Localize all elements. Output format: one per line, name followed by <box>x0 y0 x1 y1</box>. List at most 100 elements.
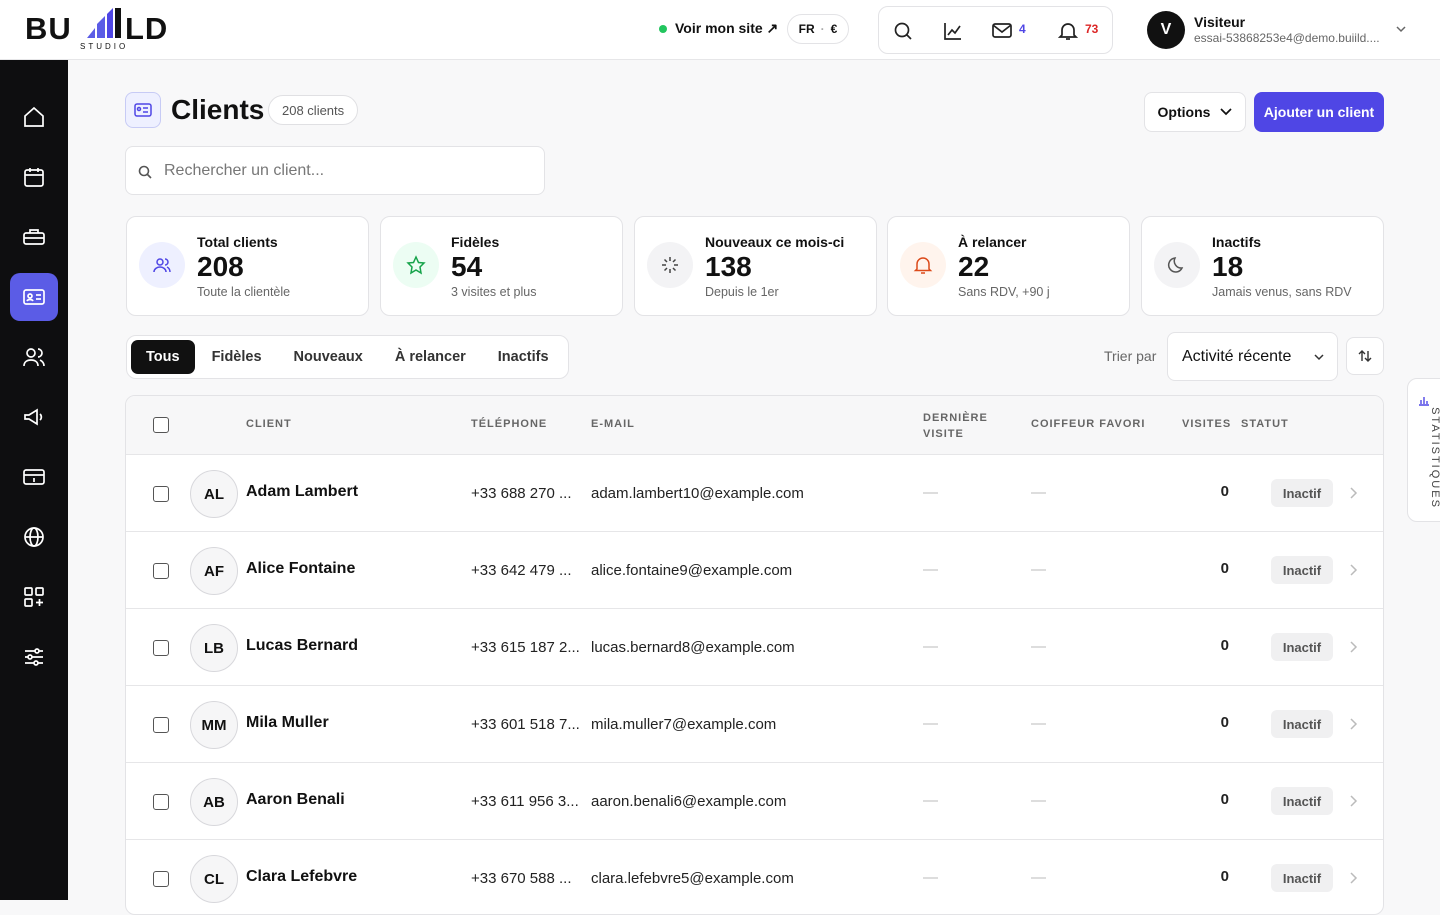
nav-team[interactable] <box>10 333 58 381</box>
favorite-stylist: — <box>1031 869 1046 886</box>
stat-label: Nouveaux ce mois-ci <box>705 234 845 250</box>
favorite-stylist: — <box>1031 792 1046 809</box>
lang: FR <box>798 22 815 36</box>
logo-bars <box>87 8 121 38</box>
sort-value: Activité récente <box>1182 348 1292 365</box>
email: aaron.benali6@example.com <box>591 793 787 810</box>
row-checkbox[interactable] <box>153 717 169 733</box>
column-header: E-MAIL <box>591 418 635 430</box>
row-checkbox[interactable] <box>153 871 169 887</box>
lang-switch[interactable]: FR · € <box>787 14 849 44</box>
favorite-stylist: — <box>1031 484 1046 501</box>
column-header: CLIENT <box>246 418 292 430</box>
row-chevron[interactable] <box>1350 640 1358 658</box>
nav-settings[interactable] <box>10 633 58 681</box>
user-menu-caret[interactable] <box>1395 25 1407 35</box>
site-link-text: Voir mon site ↗ <box>675 20 779 36</box>
sort-direction[interactable] <box>1346 337 1384 375</box>
nav-website[interactable] <box>10 513 58 561</box>
stat-label: À relancer <box>958 234 1027 250</box>
tool-group: 4 73 <box>878 6 1113 54</box>
row-checkbox[interactable] <box>153 794 169 810</box>
messages-count: 4 <box>1019 22 1026 36</box>
status-dot <box>659 24 667 33</box>
bell-icon[interactable] <box>1058 21 1078 41</box>
client-row[interactable]: MM Mila Muller +33 601 518 7... mila.muller… <box>126 685 1383 762</box>
email: clara.lefebvre5@example.com <box>591 870 794 887</box>
filter-tab[interactable]: Fidèles <box>211 349 262 365</box>
row-checkbox[interactable] <box>153 640 169 656</box>
search-box[interactable]: Rechercher un client... <box>125 146 545 195</box>
stat-value: 18 <box>1212 251 1244 282</box>
count-badge: 208 clients <box>268 95 359 125</box>
row-chevron[interactable] <box>1350 871 1358 889</box>
nav-apps[interactable] <box>10 573 58 621</box>
phone: +33 615 187 2... <box>471 639 580 656</box>
last-visit: — <box>923 792 938 809</box>
status-badge: Inactif <box>1271 710 1333 738</box>
status-badge: Inactif <box>1271 479 1333 507</box>
avatar: CL <box>190 855 238 903</box>
user-name: Visiteur <box>1194 14 1246 30</box>
filter-tab[interactable]: À relancer <box>394 349 466 365</box>
column-header: STATUT <box>1241 418 1289 430</box>
client-row[interactable]: AB Aaron Benali +33 611 956 3... aaron.bena… <box>126 762 1383 839</box>
visits: 0 <box>1220 714 1229 731</box>
row-chevron[interactable] <box>1350 794 1358 812</box>
client-row[interactable]: LB Lucas Bernard +33 615 187 2... lucas.ber… <box>126 608 1383 685</box>
stat-icon <box>393 242 439 288</box>
stats-side-tab[interactable]: STATISTIQUES <box>1407 378 1440 522</box>
status-badge: Inactif <box>1271 556 1333 584</box>
nav-services[interactable] <box>10 213 58 261</box>
stats-icon[interactable] <box>943 21 963 41</box>
row-checkbox[interactable] <box>153 563 169 579</box>
filter-tab[interactable]: Nouveaux <box>293 349 363 365</box>
client-row[interactable]: CL Clara Lefebvre +33 670 588 ... clara.lef… <box>126 839 1383 914</box>
row-checkbox[interactable] <box>153 486 169 502</box>
stat-icon <box>1154 242 1200 288</box>
client-row[interactable]: AF Alice Fontaine +33 642 479 ... alice.fon… <box>126 531 1383 608</box>
sidebar <box>0 60 68 900</box>
avatar: AF <box>190 547 238 595</box>
sort-select[interactable]: Activité récente <box>1167 332 1338 381</box>
options-button[interactable]: Options <box>1144 92 1246 132</box>
favorite-stylist: — <box>1031 561 1046 578</box>
stat-value: 138 <box>705 251 752 282</box>
last-visit: — <box>923 869 938 886</box>
row-chevron[interactable] <box>1350 563 1358 581</box>
client-row[interactable]: AL Adam Lambert +33 688 270 ... adam.lamber… <box>126 454 1383 531</box>
stat-sub: Depuis le 1er <box>705 285 779 299</box>
stat-value: 22 <box>958 251 990 282</box>
nav-calendar[interactable] <box>10 153 58 201</box>
stat-value: 208 <box>197 251 244 282</box>
email: lucas.bernard8@example.com <box>591 639 795 656</box>
add-client-button[interactable]: Ajouter un client <box>1254 92 1384 132</box>
nav-home[interactable] <box>10 93 58 141</box>
user-avatar[interactable]: V <box>1147 11 1185 49</box>
site-link[interactable]: Voir mon site ↗ <box>659 20 778 37</box>
notifications-count: 73 <box>1085 22 1099 36</box>
logo-right: LD <box>125 11 169 46</box>
mail-icon[interactable] <box>992 22 1012 40</box>
phone: +33 601 518 7... <box>471 716 580 733</box>
nav-payments[interactable] <box>10 453 58 501</box>
status-badge: Inactif <box>1271 787 1333 815</box>
search-icon[interactable] <box>893 21 913 41</box>
email: adam.lambert10@example.com <box>591 485 804 502</box>
clients-table: CLIENT TÉLÉPHONE E-MAIL DERNIÈRE VISITE COIF… <box>125 395 1384 915</box>
nav-clients[interactable] <box>10 273 58 321</box>
phone: +33 642 479 ... <box>471 562 572 579</box>
client-name: Alice Fontaine <box>246 560 356 577</box>
row-chevron[interactable] <box>1350 486 1358 504</box>
stat-card: Inactifs 18 Jamais venus, sans RDV <box>1141 216 1384 316</box>
avatar: AB <box>190 778 238 826</box>
filter-tab[interactable]: Inactifs <box>497 349 549 365</box>
filter-tab[interactable]: Tous <box>131 340 195 374</box>
row-chevron[interactable] <box>1350 717 1358 735</box>
stat-label: Inactifs <box>1212 234 1262 250</box>
nav-marketing[interactable] <box>10 393 58 441</box>
side-tab-label: STATISTIQUES <box>1428 407 1440 509</box>
select-all[interactable] <box>153 417 169 433</box>
